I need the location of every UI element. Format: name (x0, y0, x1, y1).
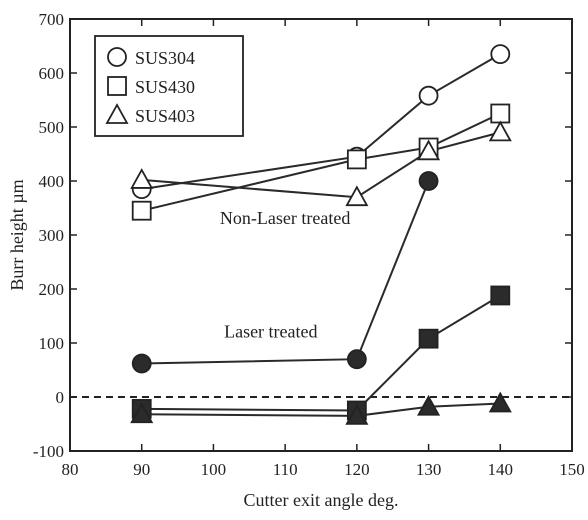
y-axis-label: Burr height µm (7, 179, 27, 290)
x-axis-label: Cutter exit angle deg. (244, 490, 399, 510)
legend-label-sus304: SUS304 (135, 48, 195, 68)
annotations: Non-Laser treated Laser treated (220, 208, 350, 341)
data-point-sus430-non-laser (346, 149, 367, 170)
x-tick-label: 100 (201, 460, 227, 479)
x-tick-label: 140 (488, 460, 514, 479)
data-point-sus403-non-laser (130, 168, 154, 189)
series-line-sus403-non-laser (141, 131, 501, 199)
annotation-label: Laser treated (224, 322, 317, 342)
data-point-sus430-laser (490, 285, 511, 306)
data-point-sus430-non-laser (490, 103, 511, 124)
x-tick-label: 150 (559, 460, 585, 479)
data-point-sus430-non-laser (131, 200, 152, 221)
x-tick-label: 90 (133, 460, 150, 479)
y-tick-label: 0 (56, 388, 65, 407)
y-tick-label: 600 (39, 64, 65, 83)
x-tick-label: 130 (416, 460, 442, 479)
series-line-sus304-non-laser (141, 53, 501, 191)
data-point-sus403-laser (417, 394, 441, 416)
legend-marker-sus403 (105, 103, 129, 124)
legend: SUS304 SUS430 SUS403 (94, 35, 244, 137)
data-point-sus304-non-laser (418, 85, 439, 106)
series-line-sus430-laser (141, 294, 501, 412)
y-tick-label: 700 (39, 10, 65, 29)
data-point-sus403-non-laser (417, 139, 441, 161)
y-tick-label: 400 (39, 172, 65, 191)
axis-ticks: 80 90 100 110 120 130 140 150 -100 0 100 200 300 400 5… (33, 10, 585, 479)
y-tick-label: 300 (39, 226, 65, 245)
data-point-sus403-non-laser (488, 120, 512, 142)
y-tick-label: 200 (39, 280, 65, 299)
legend-marker-sus430 (107, 76, 127, 96)
y-tick-label: 100 (39, 334, 65, 353)
x-tick-label: 80 (62, 460, 79, 479)
legend-marker-sus304 (107, 47, 127, 67)
series-line-sus430-non-laser (141, 112, 501, 212)
series-markers (130, 44, 512, 425)
data-point-sus304-laser (346, 349, 367, 370)
data-point-sus403-laser (488, 391, 512, 413)
legend-label-sus403: SUS403 (135, 106, 195, 126)
data-point-sus304-laser (131, 353, 152, 374)
data-point-sus403-laser (130, 402, 154, 424)
series-lines (141, 53, 501, 417)
data-point-sus403-laser (345, 404, 369, 425)
data-point-sus304-laser (418, 171, 439, 191)
x-tick-label: 120 (344, 460, 370, 479)
x-tick-label: 110 (273, 460, 298, 479)
data-point-sus403-non-laser (345, 185, 369, 207)
data-point-sus430-laser (418, 328, 439, 349)
legend-label-sus430: SUS430 (135, 77, 195, 97)
y-tick-label: 500 (39, 118, 65, 137)
y-tick-label: -100 (33, 442, 64, 461)
series-line-sus403-laser (141, 402, 501, 417)
data-point-sus304-non-laser (490, 44, 511, 64)
annotation-label: Non-Laser treated (220, 208, 350, 228)
